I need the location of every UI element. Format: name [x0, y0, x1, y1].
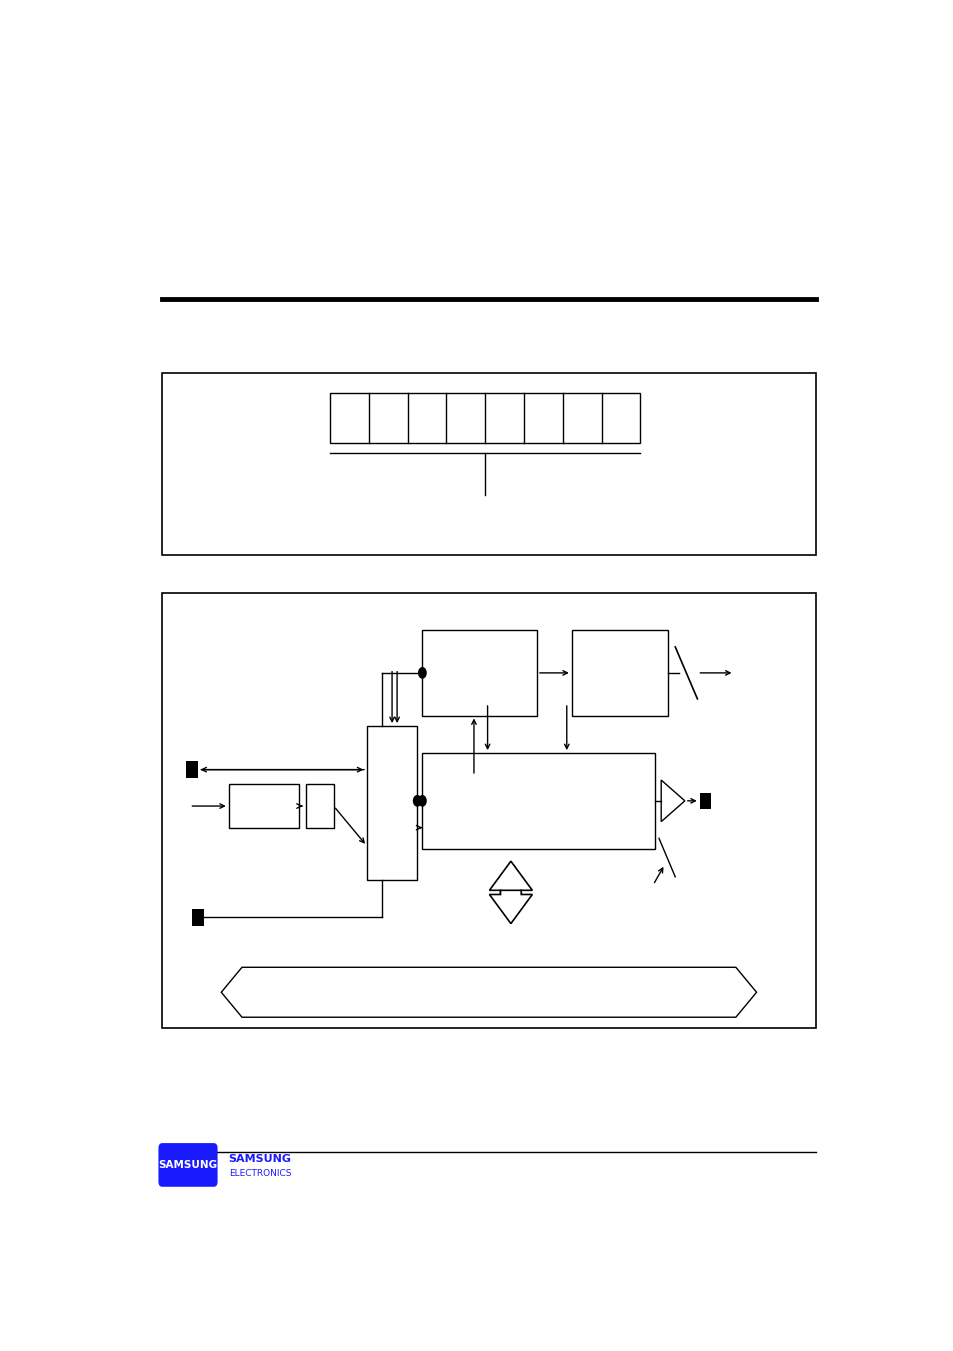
Bar [229, 784, 298, 828]
FancyArrow shape [489, 861, 532, 894]
Text: SAMSUNG: SAMSUNG [158, 1161, 217, 1170]
Bar [422, 753, 655, 848]
Circle shape [418, 796, 426, 807]
Text: SAMSUNG: SAMSUNG [229, 1154, 292, 1163]
Bar [162, 593, 815, 1028]
Bar [422, 630, 537, 716]
Bar [162, 373, 815, 555]
FancyBboxPatch shape [158, 1143, 217, 1186]
Bar [571, 630, 667, 716]
FancyArrow shape [489, 890, 532, 924]
Bar [192, 909, 203, 925]
Bar [367, 725, 416, 880]
Circle shape [418, 667, 426, 678]
Circle shape [413, 796, 420, 807]
Bar [186, 762, 197, 778]
Text: ELECTRONICS: ELECTRONICS [229, 1169, 291, 1178]
Bar [305, 784, 334, 828]
Bar [330, 393, 639, 443]
Bar [699, 793, 711, 809]
